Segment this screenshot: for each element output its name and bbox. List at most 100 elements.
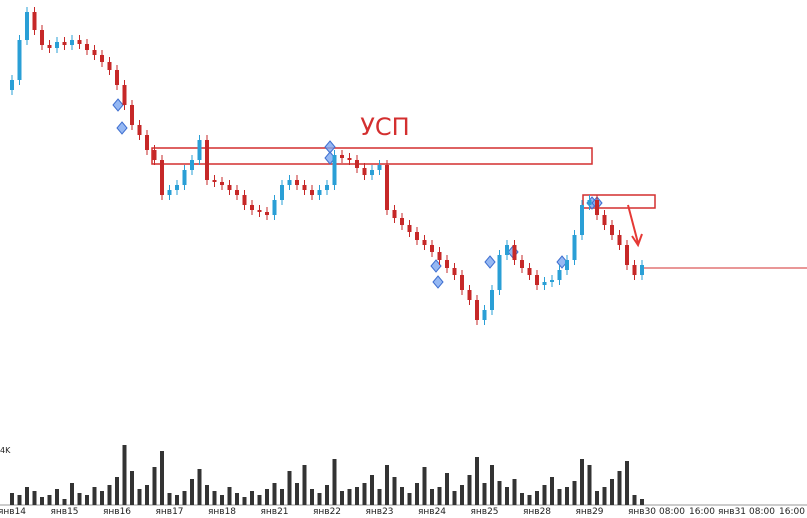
candle-body [242,195,247,205]
zone-rect [582,194,656,209]
candle-body [85,44,89,50]
candle-body [377,165,382,170]
volume-bar [167,493,172,505]
candle-body [467,290,472,300]
candle-body [580,205,584,235]
volume-bar [625,461,629,505]
candle-body [17,40,22,80]
volume-bar [385,465,389,505]
candle-body [565,260,569,270]
candle-body [197,140,202,160]
volume-bar [175,495,179,505]
candle-body [220,182,224,185]
candle-body [512,245,517,260]
volume-bar [100,491,104,505]
x-tick-label: янв18 [208,507,236,517]
signals [112,98,603,289]
volume-bar [550,477,554,505]
candle-body [265,212,269,215]
volume-bar [520,493,524,505]
candle-body [355,160,359,168]
candle-body [437,252,442,260]
candle-body [10,80,14,90]
candle-body [415,232,419,240]
volume-bar [115,477,119,505]
volume-bar [482,483,487,505]
candle-body [632,265,637,275]
candle-body [107,62,112,70]
volume-bar [25,487,29,505]
candle-body [610,225,614,235]
candle-body [625,245,629,265]
volume-bar [505,487,509,505]
candle-body [347,158,352,160]
x-tick-label: янв30 [628,507,656,517]
candle-body [505,245,509,255]
volume-bar [497,481,502,505]
volume-bar [527,495,532,505]
x-tick-label: янв28 [523,507,551,517]
candle-body [130,105,134,125]
candle-body [280,185,284,200]
candle-body [445,260,449,268]
volume-bar [572,481,577,505]
candle-body [482,310,487,320]
candle-body [182,170,187,185]
x-tick-label: янв16 [103,507,131,517]
volume-bar [197,469,202,505]
volume-bar [332,459,337,505]
volume-bar [430,489,434,505]
candle-body [227,185,232,190]
volume-bar [107,485,112,505]
volume-bar [445,473,449,505]
zone-rect [151,147,593,165]
volume-bar [475,457,479,505]
candle-body [430,245,434,252]
volume-bar [32,491,37,505]
volume-bar [392,477,397,505]
candle-body [175,185,179,190]
volume-bar [580,459,584,505]
volume-bar [242,497,247,505]
volume-bar [422,467,427,505]
candle-body [77,40,82,44]
volume-bar [632,495,637,505]
candle-body [340,155,344,158]
candle-body [317,190,322,195]
volume-bar [235,493,239,505]
candle-body [362,168,367,175]
candle-body [475,300,479,320]
annotation: УСП [360,113,409,141]
x-tick-label: янв24 [418,507,446,517]
volume-bar [587,465,592,505]
candle-body [587,200,592,205]
candle-body [527,268,532,275]
volume-bar [272,483,277,505]
x-tick-label: 08:00 [749,507,775,517]
volume-bar [407,493,412,505]
candle-body [602,215,607,225]
candle-body [235,190,239,195]
candle-body [595,200,599,215]
candle-body [205,140,209,180]
x-tick-label: 16:00 [689,507,715,517]
candle-body [250,205,254,210]
volume-bar [92,487,97,505]
x-tick-label: янв29 [575,507,603,517]
candle-body [572,235,577,260]
candle-body [452,268,457,275]
candle-body [287,180,292,185]
candle-body [167,190,172,195]
volume-bar [617,471,622,505]
candle-body [535,275,539,285]
volume-bar [55,489,59,505]
volume-bar [467,475,472,505]
x-tick-label: янв22 [313,507,341,517]
candle-body [325,185,329,190]
volume-bar [400,487,404,505]
volume-bar [370,475,374,505]
volume-bar [85,495,89,505]
candle-body [272,200,277,215]
candle-body [460,275,464,290]
